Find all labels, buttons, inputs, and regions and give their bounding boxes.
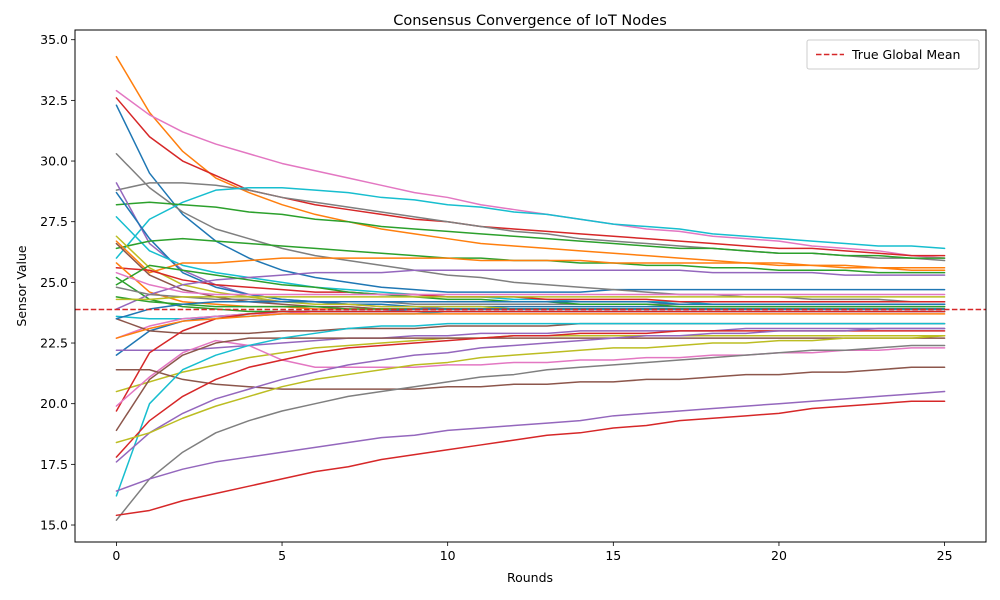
series-line-15 [115,240,946,274]
series-line-7 [115,186,946,259]
series-line-43 [115,271,946,296]
legend: True Global Mean [806,39,980,70]
series-line-37 [115,390,946,492]
x-tick-label: 0 [112,548,120,563]
series-layer [115,55,946,521]
x-tick-label: 10 [440,548,456,563]
y-tick-label: 17.5 [40,457,68,472]
x-tick-label: 15 [605,548,621,563]
series-line-32 [115,322,946,497]
x-axis: 0 5 10 15 20 25 [112,542,953,563]
x-axis-label: Rounds [507,570,553,585]
y-tick-label: 32.5 [40,93,68,108]
series-line-28 [115,310,946,412]
series-line-38 [115,400,946,517]
legend-label-true-global-mean: True Global Mean [851,47,960,62]
series-line-42 [115,296,946,301]
series-line-31 [115,337,946,432]
y-axis: 15.0 17.5 20.0 22.5 25.0 27.5 30.0 32.5 35.0 [40,32,75,533]
series-line-35 [115,334,946,444]
y-tick-label: 25.0 [40,275,68,290]
plot-frame [74,29,987,543]
series-line-29 [115,339,946,407]
y-tick-label: 20.0 [40,396,68,411]
x-tick-label: 25 [937,548,953,563]
y-tick-label: 35.0 [40,32,68,47]
series-line-34 [115,327,946,463]
series-line-16 [115,267,946,303]
legend-box [806,39,980,70]
x-tick-label: 20 [771,548,787,563]
series-line-5 [115,153,946,303]
y-tick-label: 15.0 [40,518,68,533]
series-line-36 [115,344,946,521]
series-line-40 [115,301,946,320]
series-line-2 [115,89,946,259]
y-axis-label: Sensor Value [14,245,29,326]
series-line-19 [115,269,946,310]
series-line-41 [115,313,946,339]
series-line-26 [115,327,946,352]
y-tick-label: 22.5 [40,336,68,351]
chart-title: Consensus Convergence of IoT Nodes [393,13,667,29]
series-line-8 [115,201,946,259]
x-tick-label: 5 [278,548,286,563]
y-tick-label: 27.5 [40,214,68,229]
y-tick-label: 30.0 [40,154,68,169]
